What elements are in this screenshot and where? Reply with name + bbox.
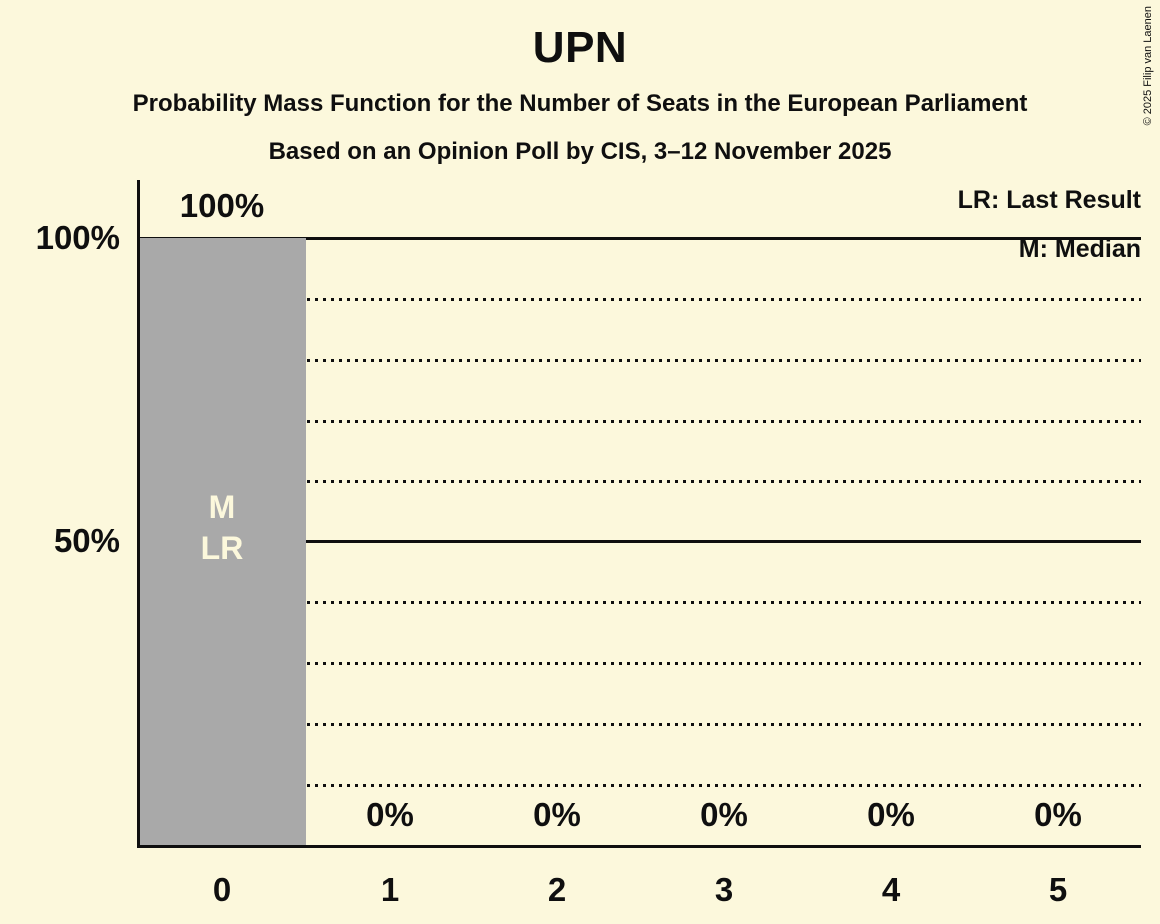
- chart-poll-info: Based on an Opinion Poll by CIS, 3–12 No…: [268, 138, 892, 165]
- x-tick-3: 3: [714, 871, 734, 908]
- gridline-90: [139, 298, 1141, 301]
- bar-seats-0: [140, 238, 306, 847]
- last-result-marker: LR: [200, 530, 244, 566]
- gridline-30: [139, 662, 1141, 665]
- y-tick-100: 100%: [35, 219, 120, 256]
- x-tick-4: 4: [881, 871, 901, 908]
- chart-title: UPN: [532, 23, 628, 72]
- gridline-10: [139, 784, 1141, 787]
- value-label-4: 0%: [867, 796, 915, 833]
- x-tick-2: 2: [547, 871, 567, 908]
- x-tick-1: 1: [380, 871, 400, 908]
- copyright-notice: © 2025 Filip van Laenen: [1142, 6, 1158, 136]
- chart-subtitle: Probability Mass Function for the Number…: [132, 90, 1028, 117]
- value-label-1: 0%: [366, 796, 414, 833]
- gridline-70: [139, 420, 1141, 423]
- gridline-20: [139, 723, 1141, 726]
- gridline-40: [139, 601, 1141, 604]
- x-axis-line: [137, 845, 1141, 848]
- gridline-100: [139, 237, 1141, 240]
- y-axis-line: [137, 180, 140, 848]
- legend-last-result: LR: Last Result: [957, 186, 1141, 214]
- copyright-text: © 2025 Filip van Laenen: [1142, 6, 1154, 126]
- gridline-80: [139, 359, 1141, 362]
- value-label-3: 0%: [700, 796, 748, 833]
- x-tick-5: 5: [1048, 871, 1068, 908]
- median-marker: M: [208, 489, 236, 525]
- value-label-0: 100%: [179, 187, 265, 224]
- gridline-50: [139, 540, 1141, 543]
- legend-median: M: Median: [1018, 235, 1141, 263]
- value-label-2: 0%: [533, 796, 581, 833]
- gridline-60: [139, 480, 1141, 483]
- value-label-5: 0%: [1034, 796, 1082, 833]
- x-tick-0: 0: [212, 871, 232, 908]
- y-tick-50: 50%: [53, 522, 120, 559]
